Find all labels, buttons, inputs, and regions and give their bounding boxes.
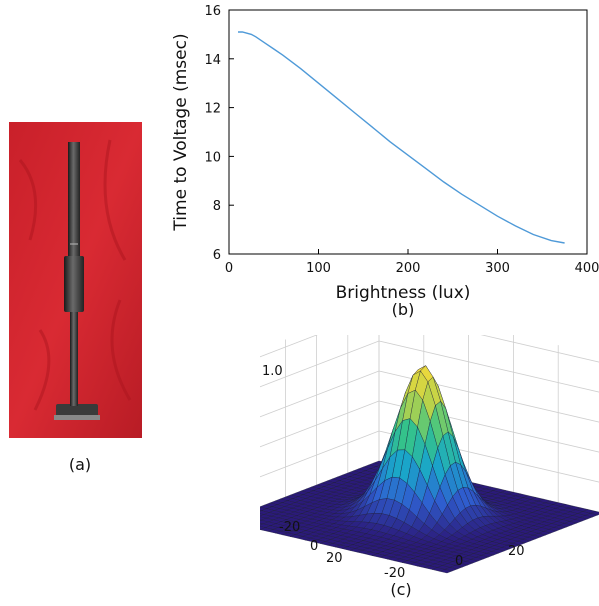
line-chart: 0 100 200 300 400 6 8 10 12 14 16 Brightness (lux…: [171, 4, 599, 303]
y-tick-label: 14: [204, 53, 221, 68]
x-tick-label-3: 20: [326, 551, 343, 566]
y-tick-label: 8: [213, 199, 221, 214]
y-tick-label: 6: [213, 248, 221, 263]
surface-panel: 1.0 -20 0 20 -20 0 20 (c): [222, 303, 599, 606]
y-tick-label-2: 0: [455, 554, 463, 569]
rod-sensor-photo: [9, 122, 142, 438]
z-tick-label: 1.0: [262, 364, 283, 379]
x-tick-label: 400: [575, 261, 599, 276]
series-line: [238, 31, 565, 244]
surface-plot: 1.0 -20 0 20 -20 0 20: [222, 303, 599, 581]
x-tick-label: 300: [485, 261, 510, 276]
caption-c: (c): [390, 580, 412, 599]
line-chart-panel: 0 100 200 300 400 6 8 10 12 14 16 Brightness (lux…: [160, 0, 599, 330]
y-tick-label: 12: [204, 102, 221, 117]
surface-cell: [438, 569, 453, 574]
y-tick-label-3: 20: [508, 544, 525, 559]
caption-a: (a): [68, 455, 92, 474]
plot-frame: [228, 9, 588, 255]
y-tick-label: 16: [204, 4, 221, 19]
x-tick-label-2: 0: [310, 539, 318, 554]
y-axis-label: Time to Voltage (msec): [171, 33, 191, 231]
x-tick-label: 100: [306, 261, 331, 276]
y-tick-label-1: -20: [384, 566, 405, 581]
x-tick-label: 0: [225, 261, 233, 276]
grid-line: [378, 340, 599, 393]
y-tick-label: 10: [204, 150, 221, 165]
x-axis-label: Brightness (lux): [336, 283, 471, 303]
x-tick-label-1: -20: [279, 520, 300, 535]
photo-panel: (a): [0, 0, 160, 480]
x-tick-label: 200: [396, 261, 421, 276]
caption-b: (b): [391, 300, 415, 319]
